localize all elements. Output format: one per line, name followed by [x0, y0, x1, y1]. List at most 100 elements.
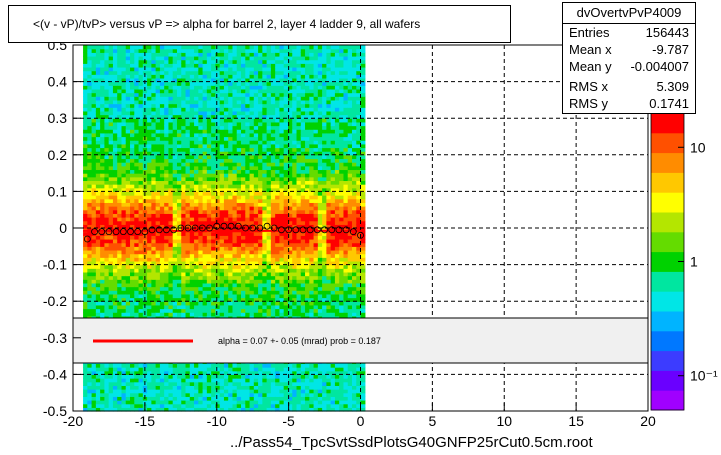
- heatmap-cell: [83, 70, 88, 75]
- heatmap-cell: [117, 154, 123, 160]
- heatmap-cell: [258, 403, 263, 408]
- heatmap-cell: [185, 121, 191, 127]
- heatmap-cell: [223, 206, 229, 211]
- heatmap-cell: [275, 231, 281, 236]
- heatmap-cell: [232, 140, 238, 145]
- heatmap-cell: [194, 125, 199, 130]
- heatmap-cell: [211, 158, 216, 163]
- heatmap-cell: [283, 92, 289, 97]
- heatmap-cell: [91, 154, 97, 160]
- heatmap-cell: [108, 140, 114, 145]
- heatmap-cell: [262, 282, 268, 288]
- heatmap-cell: [185, 231, 191, 236]
- heatmap-cell: [151, 52, 157, 57]
- heatmap-cell: [91, 96, 97, 101]
- heatmap-cell: [270, 140, 276, 145]
- heatmap-cell: [236, 162, 242, 167]
- heatmap-cell: [83, 407, 88, 412]
- heatmap-cell: [147, 125, 152, 130]
- heatmap-cell: [232, 253, 238, 258]
- heatmap-cell: [172, 45, 178, 50]
- heatmap-cell: [164, 378, 170, 383]
- heatmap-cell: [117, 132, 123, 138]
- heatmap-cell: [185, 367, 191, 372]
- heatmap-cell: [125, 107, 131, 112]
- heatmap-cell: [202, 125, 208, 130]
- heatmap-cell: [253, 209, 259, 214]
- heatmap-cell: [211, 103, 216, 108]
- heatmap-cell: [172, 282, 178, 288]
- heatmap-cell: [211, 370, 216, 375]
- heatmap-cell: [279, 389, 285, 394]
- heatmap-cell: [142, 195, 148, 200]
- heatmap-cell: [198, 202, 204, 207]
- heatmap-cell: [95, 257, 101, 262]
- heatmap-cell: [164, 99, 170, 105]
- heatmap-cell: [253, 370, 259, 375]
- heatmap-cell: [134, 92, 140, 97]
- heatmap-cell: [121, 92, 127, 97]
- heatmap-cell: [198, 173, 204, 178]
- heatmap-cell: [164, 381, 170, 386]
- heatmap-cell: [100, 165, 106, 171]
- heatmap-cell: [147, 74, 152, 79]
- heatmap-cell: [189, 74, 195, 79]
- heatmap-cell: [228, 136, 234, 141]
- heatmap-cell: [117, 74, 123, 79]
- heatmap-cell: [172, 70, 178, 75]
- heatmap-cell: [279, 59, 285, 64]
- heatmap-cell: [206, 132, 212, 138]
- heatmap-cell: [287, 396, 293, 401]
- heatmap-cell: [125, 293, 131, 299]
- heatmap-cell: [87, 118, 93, 123]
- heatmap-cell: [185, 253, 191, 258]
- heatmap-cell: [100, 158, 106, 163]
- heatmap-cell: [168, 238, 174, 244]
- heatmap-cell: [95, 92, 101, 97]
- heatmap-cell: [219, 297, 225, 302]
- heatmap-cell: [87, 99, 93, 105]
- heatmap-cell: [253, 154, 259, 160]
- heatmap-cell: [134, 110, 140, 116]
- heatmap-cell: [262, 381, 268, 386]
- heatmap-cell: [198, 297, 204, 302]
- heatmap-cell: [87, 162, 93, 167]
- heatmap-cell: [87, 143, 93, 149]
- heatmap-cell: [100, 88, 106, 94]
- heatmap-cell: [159, 125, 165, 130]
- heatmap-cell: [292, 275, 298, 280]
- heatmap-cell: [232, 55, 238, 61]
- heatmap-cell: [125, 129, 131, 134]
- heatmap-cell: [249, 308, 255, 313]
- heatmap-cell: [176, 231, 182, 236]
- heatmap-cell: [262, 220, 268, 225]
- heatmap-cell: [108, 99, 114, 105]
- heatmap-cell: [185, 110, 191, 116]
- heatmap-cell: [283, 392, 289, 397]
- heatmap-cell: [258, 378, 263, 383]
- heatmap-cell: [206, 129, 212, 134]
- heatmap-cell: [155, 304, 161, 310]
- heatmap-cell: [270, 121, 276, 127]
- heatmap-cell: [275, 59, 281, 64]
- heatmap-cell: [194, 118, 199, 123]
- heatmap-cell: [95, 184, 101, 189]
- heatmap-cell: [147, 235, 152, 240]
- heatmap-cell: [253, 242, 259, 247]
- heatmap-cell: [151, 143, 157, 149]
- heatmap-cell: [168, 45, 174, 50]
- heatmap-cell: [121, 312, 127, 317]
- heatmap-cell: [83, 282, 88, 288]
- heatmap-cell: [241, 253, 246, 258]
- heatmap-cell: [275, 257, 281, 262]
- heatmap-cell: [138, 118, 144, 123]
- heatmap-cell: [258, 77, 263, 83]
- heatmap-cell: [245, 110, 251, 116]
- heatmap-cell: [283, 264, 289, 269]
- heatmap-cell: [219, 275, 225, 280]
- heatmap-cell: [270, 107, 276, 112]
- heatmap-cell: [125, 370, 131, 375]
- heatmap-cell: [266, 55, 272, 61]
- heatmap-cell: [215, 154, 221, 160]
- heatmap-cell: [198, 52, 204, 57]
